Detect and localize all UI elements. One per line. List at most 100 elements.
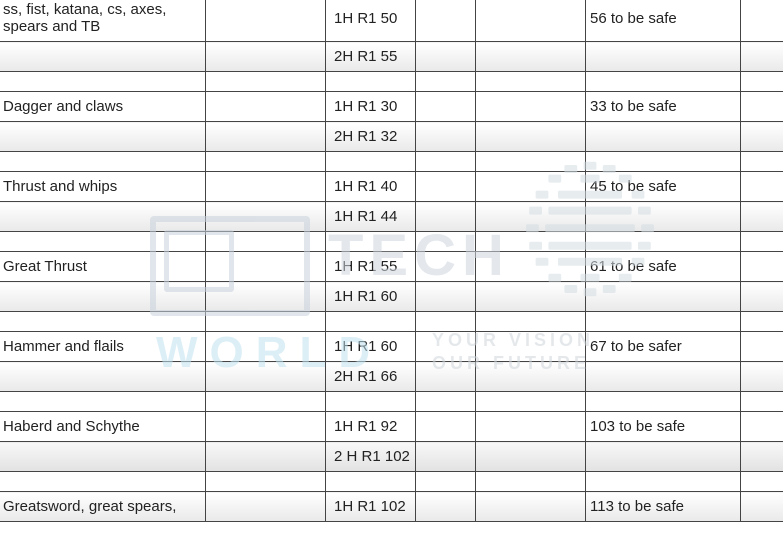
table-cell — [326, 152, 416, 172]
table-cell — [476, 122, 586, 152]
table-cell — [416, 332, 476, 362]
table-cell: 1H R1 50 — [326, 0, 416, 42]
table-cell — [586, 472, 741, 492]
table-cell — [0, 202, 206, 232]
table-cell — [586, 122, 741, 152]
table-cell: 103 to be safe — [586, 412, 741, 442]
table-cell — [741, 392, 783, 412]
table-cell — [416, 252, 476, 282]
table-row: 1H R1 60 — [0, 282, 783, 312]
table-cell — [206, 122, 326, 152]
table-cell — [206, 202, 326, 232]
table-cell — [586, 152, 741, 172]
table-cell — [741, 92, 783, 122]
table-cell: 2H R1 66 — [326, 362, 416, 392]
table-cell — [476, 492, 586, 522]
table-cell — [326, 392, 416, 412]
table-cell — [206, 312, 326, 332]
table-cell — [741, 172, 783, 202]
table-cell — [476, 232, 586, 252]
table-cell — [416, 122, 476, 152]
table-cell — [206, 442, 326, 472]
table-cell — [741, 72, 783, 92]
table-cell — [476, 412, 586, 442]
table-cell — [476, 42, 586, 72]
table-cell — [416, 72, 476, 92]
table-cell — [416, 232, 476, 252]
table-cell — [416, 92, 476, 122]
table-cell — [416, 42, 476, 72]
table-row — [0, 152, 783, 172]
table-cell — [476, 472, 586, 492]
table-cell: Great Thrust — [0, 252, 206, 282]
table-cell — [416, 312, 476, 332]
table-cell — [476, 202, 586, 232]
table-cell — [206, 472, 326, 492]
table-cell — [0, 42, 206, 72]
table-cell — [206, 332, 326, 362]
table-cell — [476, 252, 586, 282]
table-cell — [741, 312, 783, 332]
table-cell — [416, 282, 476, 312]
table-cell — [741, 0, 783, 42]
table-cell — [741, 202, 783, 232]
table-cell — [741, 492, 783, 522]
table-cell: 113 to be safe — [586, 492, 741, 522]
table-cell — [476, 92, 586, 122]
table-cell — [476, 72, 586, 92]
weapon-poise-table: ss, fist, katana, cs, axes, spears and T… — [0, 0, 783, 522]
table-cell: 2H R1 55 — [326, 42, 416, 72]
table-row — [0, 312, 783, 332]
table-row: Great Thrust1H R1 5561 to be safe — [0, 252, 783, 282]
table-row: Greatsword, great spears, 1H R1 102 113 to… — [0, 492, 783, 522]
table-cell — [741, 252, 783, 282]
table-cell: 1H R1 102 — [326, 492, 416, 522]
table-cell — [206, 0, 326, 42]
table-row — [0, 392, 783, 412]
table-cell: ss, fist, katana, cs, axes, spears and T… — [0, 0, 206, 42]
table-cell — [476, 332, 586, 362]
table-cell — [0, 232, 206, 252]
table-cell — [476, 312, 586, 332]
table-cell: 2 H R1 102 — [326, 442, 416, 472]
table-cell: 56 to be safe — [586, 0, 741, 42]
table-row: 1H R1 44 — [0, 202, 783, 232]
table-cell — [586, 392, 741, 412]
table-cell — [586, 232, 741, 252]
table-cell: Greatsword, great spears, — [0, 492, 206, 522]
table-cell — [206, 42, 326, 72]
table-cell — [476, 442, 586, 472]
table-cell — [741, 42, 783, 72]
table-cell: 33 to be safe — [586, 92, 741, 122]
table-cell: Haberd and Schythe — [0, 412, 206, 442]
table-cell — [416, 362, 476, 392]
table-cell — [416, 0, 476, 42]
table-row — [0, 232, 783, 252]
table-cell — [206, 92, 326, 122]
table-cell — [586, 282, 741, 312]
table-cell — [206, 72, 326, 92]
table-cell — [586, 42, 741, 72]
table-cell — [416, 392, 476, 412]
table-cell — [741, 362, 783, 392]
table-cell — [476, 282, 586, 312]
table-cell — [0, 472, 206, 492]
table-cell: 1H R1 92 — [326, 412, 416, 442]
table-cell — [416, 202, 476, 232]
table-cell — [0, 282, 206, 312]
table-row: Hammer and flails1H R1 6067 to be safer — [0, 332, 783, 362]
table-row: Haberd and Schythe 1H R1 92 103 to be safe — [0, 412, 783, 442]
table-row: 2H R1 32 — [0, 122, 783, 152]
table-cell — [206, 152, 326, 172]
table-cell: 1H R1 44 — [326, 202, 416, 232]
table-cell — [416, 492, 476, 522]
table-cell — [416, 152, 476, 172]
table-cell — [416, 172, 476, 202]
table-cell: 1H R1 40 — [326, 172, 416, 202]
table-cell — [586, 442, 741, 472]
table-row: ss, fist, katana, cs, axes, spears and T… — [0, 0, 783, 42]
table-cell — [416, 442, 476, 472]
table-cell — [326, 472, 416, 492]
table-cell — [206, 282, 326, 312]
table-cell: 45 to be safe — [586, 172, 741, 202]
